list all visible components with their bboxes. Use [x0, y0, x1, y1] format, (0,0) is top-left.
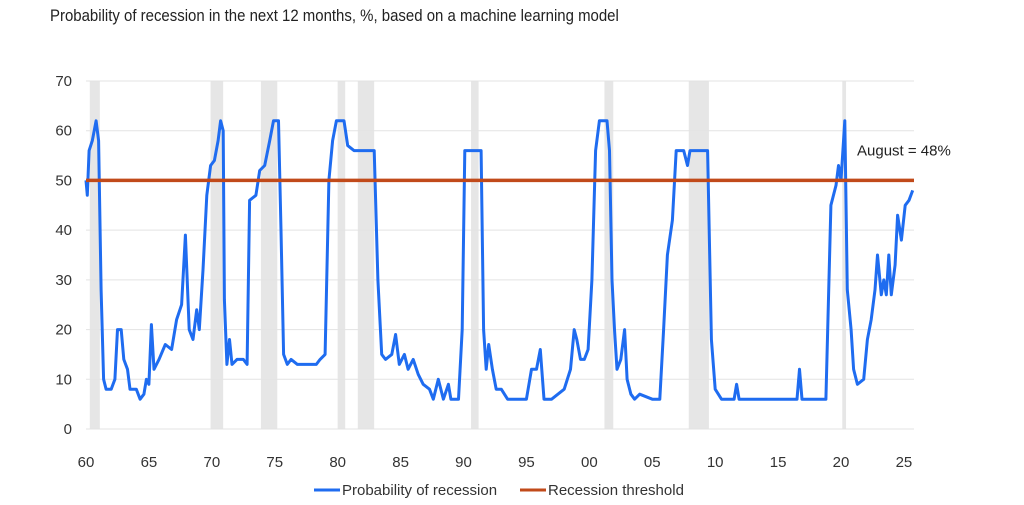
x-tick-label: 80: [329, 454, 346, 471]
legend-label: Recession threshold: [548, 482, 684, 499]
grid-lines: [86, 80, 914, 430]
recession-band: [337, 81, 346, 429]
x-tick-label: 00: [581, 454, 598, 471]
y-tick-label: 60: [55, 123, 72, 140]
y-tick-label: 70: [55, 73, 72, 90]
series-layer: [84, 119, 915, 401]
recession-band: [210, 81, 224, 429]
annotation-label: August = 48%: [857, 143, 951, 160]
recession-band: [89, 81, 100, 429]
x-tick-label: 65: [141, 454, 158, 471]
recession-shading: [89, 81, 847, 429]
annotations: August = 48%: [857, 143, 951, 160]
x-axis-ticks: 60 65 70 75 80 85 90 95 00 05 10 15 20 25: [78, 454, 913, 471]
legend-label: Probability of recession: [342, 482, 497, 499]
x-tick-label: 85: [392, 454, 409, 471]
y-axis-ticks: 0 10 20 30 40 50 60 70: [55, 73, 72, 438]
y-tick-label: 10: [55, 371, 72, 388]
recession-band: [604, 81, 614, 429]
series-line-probability-of-recession: [84, 119, 915, 401]
y-tick-label: 50: [55, 172, 72, 189]
x-tick-label: 70: [203, 454, 220, 471]
x-tick-label: 60: [78, 454, 95, 471]
x-tick-label: 90: [455, 454, 472, 471]
y-tick-label: 0: [64, 421, 72, 438]
y-tick-label: 30: [55, 272, 72, 289]
recession-band: [260, 81, 278, 429]
x-tick-label: 25: [896, 454, 913, 471]
recession-band: [471, 81, 479, 429]
x-tick-label: 20: [833, 454, 850, 471]
legend: Probability of recession Recession thresh…: [314, 482, 684, 499]
x-tick-label: 15: [770, 454, 787, 471]
x-tick-label: 10: [707, 454, 724, 471]
recession-band: [357, 81, 375, 429]
x-tick-label: 95: [518, 454, 535, 471]
y-tick-label: 40: [55, 222, 72, 239]
chart-title: Probability of recession in the next 12 …: [50, 6, 619, 25]
x-tick-label: 05: [644, 454, 661, 471]
recession-band: [688, 81, 709, 429]
y-tick-label: 20: [55, 322, 72, 339]
recession-band: [842, 81, 847, 429]
x-tick-label: 75: [266, 454, 283, 471]
